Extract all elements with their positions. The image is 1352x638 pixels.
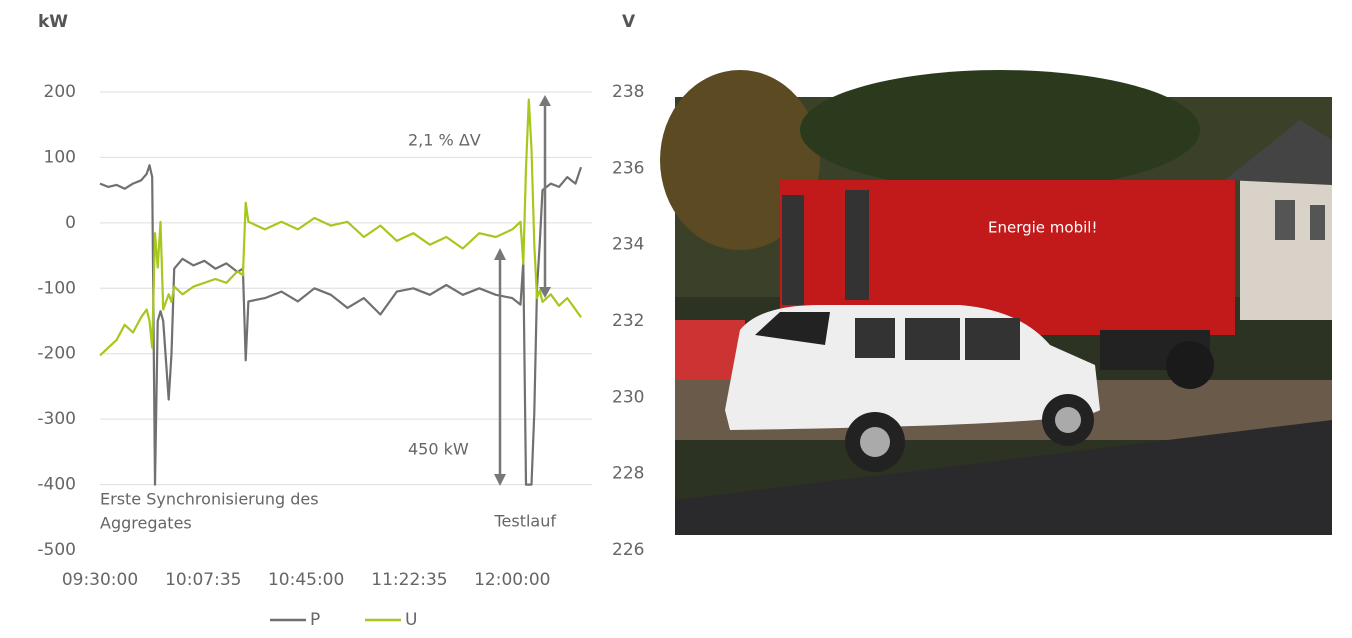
y2-tick-label: 228: [612, 464, 644, 484]
legend-label: P: [310, 610, 320, 630]
annotation: Testlauf: [493, 512, 556, 531]
series-line: [100, 165, 581, 484]
annotation: 450 kW: [408, 440, 469, 459]
annotation: Aggregates: [100, 514, 192, 533]
legend-label: U: [405, 610, 417, 630]
chart: kW V Energie mobil! -500 -400 -300 -200 -100…: [0, 0, 1352, 634]
y-tick-label: -200: [37, 344, 76, 364]
y-tick-label: -300: [37, 409, 76, 429]
y2-tick-label: 232: [612, 311, 644, 331]
x-tick-label: 10:45:00: [268, 570, 344, 590]
y-tick-label: -500: [37, 540, 76, 560]
annotation: 2,1 % ΔV: [408, 131, 481, 150]
y2-tick-label: 226: [612, 540, 644, 560]
annotation: Erste Synchronisierung des: [100, 490, 319, 509]
y-tick-label: 0: [65, 213, 76, 233]
y2-tick-label: 236: [612, 158, 644, 178]
y-tick-label: -100: [37, 278, 76, 298]
trailer-text: Energie mobil!: [988, 219, 1097, 237]
x-tick-label: 09:30:00: [62, 570, 138, 590]
x-tick-label: 10:07:35: [165, 570, 241, 590]
y2-tick-label: 234: [612, 235, 644, 255]
y2-tick-label: 238: [612, 82, 644, 102]
y-unit: kW: [38, 12, 68, 32]
y-tick-label: 200: [44, 82, 76, 102]
x-tick-label: 11:22:35: [371, 570, 447, 590]
y-tick-label: -400: [37, 475, 76, 495]
x-tick-label: 12:00:00: [474, 570, 550, 590]
y2-unit: V: [622, 12, 636, 32]
y-tick-label: 100: [44, 147, 76, 167]
y2-tick-label: 230: [612, 387, 644, 407]
photo: Energie mobil!: [660, 70, 1332, 535]
